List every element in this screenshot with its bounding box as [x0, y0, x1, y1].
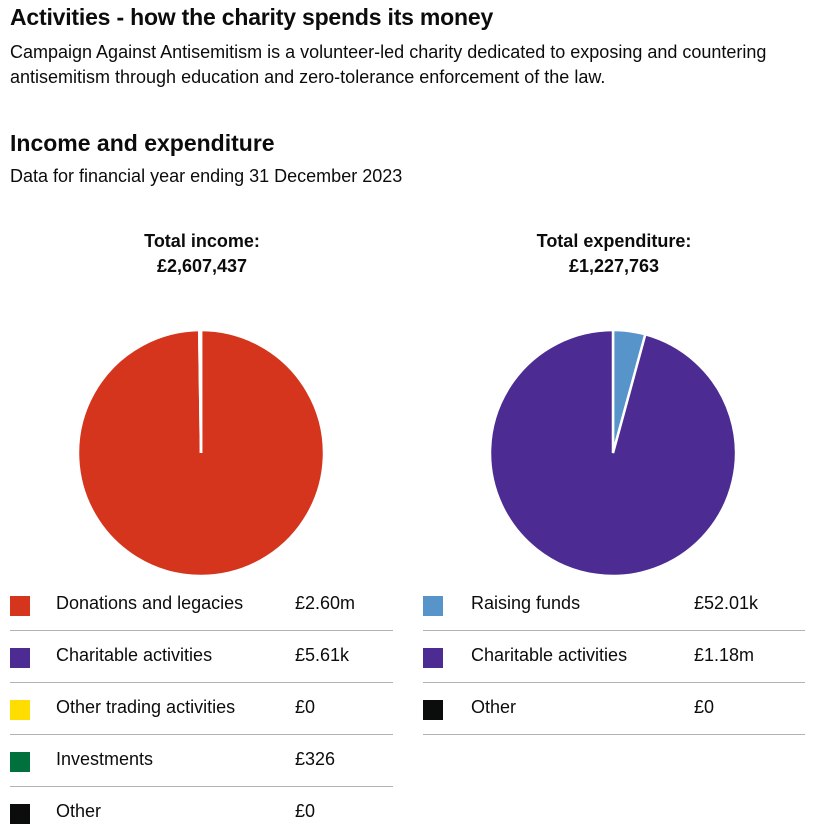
page-heading: Activities - how the charity spends its … — [10, 4, 493, 31]
expenditure-legend-row-other: Other £0 — [423, 683, 805, 735]
expenditure-legend-label: Raising funds — [471, 593, 580, 614]
income-legend-label: Other — [56, 801, 101, 822]
income-legend: Donations and legacies £2.60m Charitable a… — [10, 579, 393, 838]
income-legend-label: Other trading activities — [56, 697, 235, 718]
section-title: Income and expenditure — [10, 130, 275, 157]
expenditure-pie-chart — [488, 328, 738, 578]
income-legend-label: Charitable activities — [56, 645, 212, 666]
expenditure-legend-row-charitable-activities: Charitable activities £1.18m — [423, 631, 805, 683]
income-legend-value: £0 — [295, 697, 315, 718]
income-legend-swatch — [10, 752, 30, 772]
expenditure-legend-swatch — [423, 596, 443, 616]
expenditure-legend-value: £0 — [694, 697, 714, 718]
charity-description: Campaign Against Antisemitism is a volun… — [10, 40, 810, 90]
expenditure-legend-value: £1.18m — [694, 645, 754, 666]
expenditure-legend-label: Charitable activities — [471, 645, 627, 666]
income-legend-value: £0 — [295, 801, 315, 822]
income-legend-swatch — [10, 804, 30, 824]
expenditure-total: Total expenditure: £1,227,763 — [464, 229, 764, 279]
expenditure-total-label: Total expenditure: — [464, 229, 764, 254]
income-total-label: Total income: — [52, 229, 352, 254]
expenditure-legend-label: Other — [471, 697, 516, 718]
expenditure-legend: Raising funds £52.01k Charitable activitie… — [423, 579, 805, 735]
income-legend-swatch — [10, 596, 30, 616]
income-legend-swatch — [10, 700, 30, 720]
expenditure-slice-charitable-activities — [490, 330, 736, 576]
income-pie-chart — [76, 328, 326, 578]
income-legend-label: Donations and legacies — [56, 593, 243, 614]
expenditure-legend-swatch — [423, 700, 443, 720]
income-legend-label: Investments — [56, 749, 153, 770]
income-legend-swatch — [10, 648, 30, 668]
income-legend-row-charitable-activities: Charitable activities £5.61k — [10, 631, 393, 683]
income-total-value: £2,607,437 — [52, 254, 352, 279]
income-legend-value: £2.60m — [295, 593, 355, 614]
expenditure-total-value: £1,227,763 — [464, 254, 764, 279]
income-legend-row-donations-and-legacies: Donations and legacies £2.60m — [10, 579, 393, 631]
income-total: Total income: £2,607,437 — [52, 229, 352, 279]
income-legend-row-investments: Investments £326 — [10, 735, 393, 787]
income-legend-value: £326 — [295, 749, 335, 770]
income-legend-value: £5.61k — [295, 645, 349, 666]
expenditure-legend-value: £52.01k — [694, 593, 758, 614]
expenditure-legend-swatch — [423, 648, 443, 668]
section-subtitle: Data for financial year ending 31 Decemb… — [10, 166, 402, 187]
expenditure-legend-row-raising-funds: Raising funds £52.01k — [423, 579, 805, 631]
income-legend-row-other: Other £0 — [10, 787, 393, 838]
income-legend-row-other-trading-activities: Other trading activities £0 — [10, 683, 393, 735]
